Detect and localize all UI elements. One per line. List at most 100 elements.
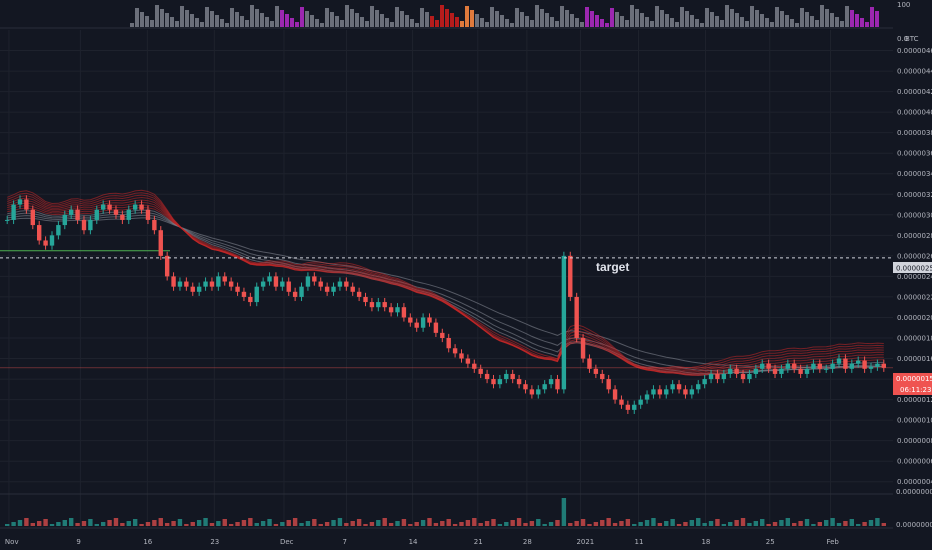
oscillator-bar — [465, 6, 469, 27]
oscillator-bar — [440, 5, 444, 27]
candle-body — [836, 358, 842, 364]
x-tick-label: Nov — [5, 538, 19, 546]
candle-body — [772, 368, 778, 374]
candle-body — [715, 373, 720, 380]
candle-body — [728, 368, 733, 374]
candle-body — [75, 209, 80, 220]
volume-bar — [433, 523, 439, 526]
volume-bar — [388, 523, 394, 526]
candle-body — [491, 379, 496, 385]
candle-body — [740, 373, 746, 380]
oscillator-bar — [490, 7, 494, 27]
volume-bar — [625, 519, 631, 526]
volume-bar — [817, 522, 823, 526]
oscillator-bar — [420, 8, 424, 27]
oscillator-bar — [585, 7, 589, 27]
oscillator-bar — [570, 14, 574, 27]
oscillator-bar — [275, 6, 279, 27]
time-axis[interactable]: Nov 9 16 23 Dec 7 14 21 28 2021 11 18 25 Feb — [5, 538, 840, 546]
candle-body — [267, 276, 272, 282]
oscillator-bar — [515, 8, 519, 27]
volume-bar — [241, 520, 247, 526]
volume-bar — [382, 518, 387, 526]
volume-bar — [427, 518, 432, 526]
oscillator-bar — [620, 16, 624, 27]
candle-body — [363, 296, 368, 303]
oscillator-bar — [480, 18, 484, 27]
volume-bar — [804, 519, 810, 526]
oscillator-bar — [160, 9, 164, 27]
candle-body — [830, 363, 835, 369]
volume-bar — [113, 518, 119, 526]
oscillator-bar — [795, 23, 799, 27]
candle-body — [254, 286, 259, 303]
candle-body — [632, 404, 637, 410]
volume-bar — [728, 522, 733, 526]
candle-body — [190, 286, 195, 292]
candle-body — [209, 281, 215, 287]
oscillator-bar — [650, 21, 654, 27]
candle-body — [792, 363, 797, 369]
volume-bar — [350, 521, 355, 526]
volume-bar — [126, 521, 131, 526]
candle-body — [446, 338, 451, 349]
volume-bar — [369, 522, 375, 526]
y-tick-label: 0.00000460 — [897, 47, 932, 55]
oscillator-bar — [605, 23, 609, 27]
y-tick-label: 0.00000200 — [897, 314, 932, 322]
volume-bar — [401, 519, 407, 526]
oscillator-bar — [185, 10, 189, 27]
volume-bar — [491, 519, 496, 526]
candle-body — [734, 368, 739, 374]
x-tick-label: 9 — [76, 538, 80, 546]
oscillator-bar — [550, 17, 554, 27]
volume-bar — [305, 521, 311, 526]
candle-body — [401, 307, 407, 318]
y-tick-label: 0.00000080 — [897, 437, 932, 445]
volume-bar — [452, 524, 458, 526]
target-price-badge: 0.00000258 — [893, 262, 932, 273]
candle-body — [516, 379, 522, 385]
oscillator-bar — [630, 5, 634, 27]
volume-bar — [395, 521, 400, 526]
volume-bar — [580, 519, 586, 526]
oscillator-bar — [395, 7, 399, 27]
volume-bar — [555, 520, 560, 526]
oscillator-bar — [575, 18, 579, 27]
volume-bar — [120, 523, 125, 526]
oscillator-bar — [240, 16, 244, 27]
oscillator-bar — [190, 14, 194, 27]
candle-body — [753, 368, 759, 374]
oscillator-bar — [355, 13, 359, 27]
volume-bar — [248, 518, 253, 526]
candle-body — [580, 338, 586, 359]
candle-body — [657, 389, 663, 395]
volume-bar — [331, 520, 336, 526]
y-tick-label: 0.00000060 — [897, 458, 932, 466]
volume-bar — [286, 520, 291, 526]
candle-body — [881, 363, 886, 368]
oscillator-bar — [860, 18, 864, 27]
price-axis[interactable]: 0.00000460 0.00000440 0.00000420 0.00000400… — [897, 47, 932, 486]
y-tick-label: 0.00000260 — [897, 252, 932, 260]
candle-body — [260, 281, 266, 287]
oscillator-bar — [545, 13, 549, 27]
candle-body — [88, 219, 93, 231]
volume-bar — [843, 521, 848, 526]
volume-bar — [420, 520, 426, 526]
volume-bar — [830, 518, 835, 526]
candle-body — [49, 235, 55, 246]
candle-body — [171, 276, 176, 287]
oscillator-bar — [380, 14, 384, 27]
oscillator-bar — [145, 16, 149, 27]
volume-bar — [49, 524, 55, 526]
candle-body — [651, 389, 656, 395]
oscillator-bar — [610, 8, 614, 27]
oscillator-bar — [530, 20, 534, 27]
oscillator-bar — [820, 5, 824, 27]
candle-body — [625, 404, 631, 410]
volume-bar — [222, 519, 227, 526]
volume-bar — [94, 524, 99, 526]
volume-bar — [267, 519, 272, 526]
